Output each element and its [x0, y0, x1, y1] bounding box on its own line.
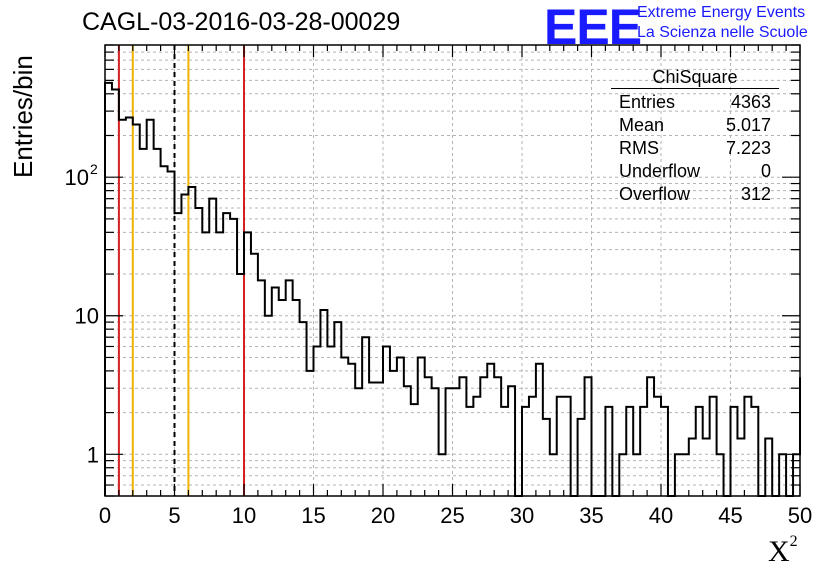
stats-label: RMS: [619, 138, 659, 158]
x-tick-label: 0: [99, 503, 111, 528]
y-tick-label-superscript: 2: [90, 161, 98, 177]
stats-value: 0: [760, 161, 771, 181]
stats-label: Overflow: [619, 184, 691, 204]
stats-row-rms: RMS 7.223: [611, 137, 779, 160]
x-axis-label-symbol: X: [768, 535, 790, 568]
stats-row-underflow: Underflow 0: [611, 160, 779, 183]
stats-label: Entries: [619, 92, 676, 112]
x-axis-label: X2: [768, 533, 798, 569]
stats-value: 5.017: [725, 115, 771, 135]
y-axis-label: Entries/bin: [8, 55, 38, 178]
logo-line-1: Extreme Energy Events: [637, 4, 806, 21]
reference-lines: [117, 45, 245, 496]
stats-value: 4363: [730, 92, 771, 112]
stats-value: 312: [740, 184, 771, 204]
histogram-line: [104, 81, 801, 497]
stats-value: 7.223: [725, 138, 771, 158]
y-tick-label: 1: [87, 442, 99, 467]
stats-box: ChiSquare Entries 4363 Mean 5.017 RMS 7.…: [611, 66, 779, 206]
x-tick-label: 20: [371, 503, 395, 528]
x-axis-label-superscript: 2: [789, 533, 798, 550]
stats-row-entries: Entries 4363: [611, 91, 779, 114]
stats-row-overflow: Overflow 312: [611, 183, 779, 206]
stats-row-mean: Mean 5.017: [611, 114, 779, 137]
logo-line-2: La Scienza nelle Scuole: [637, 24, 808, 41]
eee-logo: EEE: [544, 0, 642, 55]
x-tick-label: 35: [579, 503, 603, 528]
x-tick-label: 50: [788, 503, 812, 528]
x-tick-label: 25: [440, 503, 464, 528]
x-tick-label: 15: [301, 503, 325, 528]
chart-title: CAGL-03-2016-03-28-00029: [82, 8, 401, 36]
stats-label: Underflow: [619, 161, 701, 181]
x-tick-label: 30: [510, 503, 534, 528]
x-tick-label: 40: [649, 503, 673, 528]
histogram-series: [104, 81, 801, 497]
stats-title: ChiSquare: [611, 66, 779, 89]
y-tick-label: 10: [65, 165, 89, 190]
y-tick-label: 10: [75, 304, 99, 329]
y-axis-label-wrap: Entries/bin: [6, 55, 38, 178]
x-tick-label: 45: [718, 503, 742, 528]
stats-label: Mean: [619, 115, 665, 135]
x-tick-label: 5: [168, 503, 180, 528]
x-tick-label: 10: [232, 503, 256, 528]
